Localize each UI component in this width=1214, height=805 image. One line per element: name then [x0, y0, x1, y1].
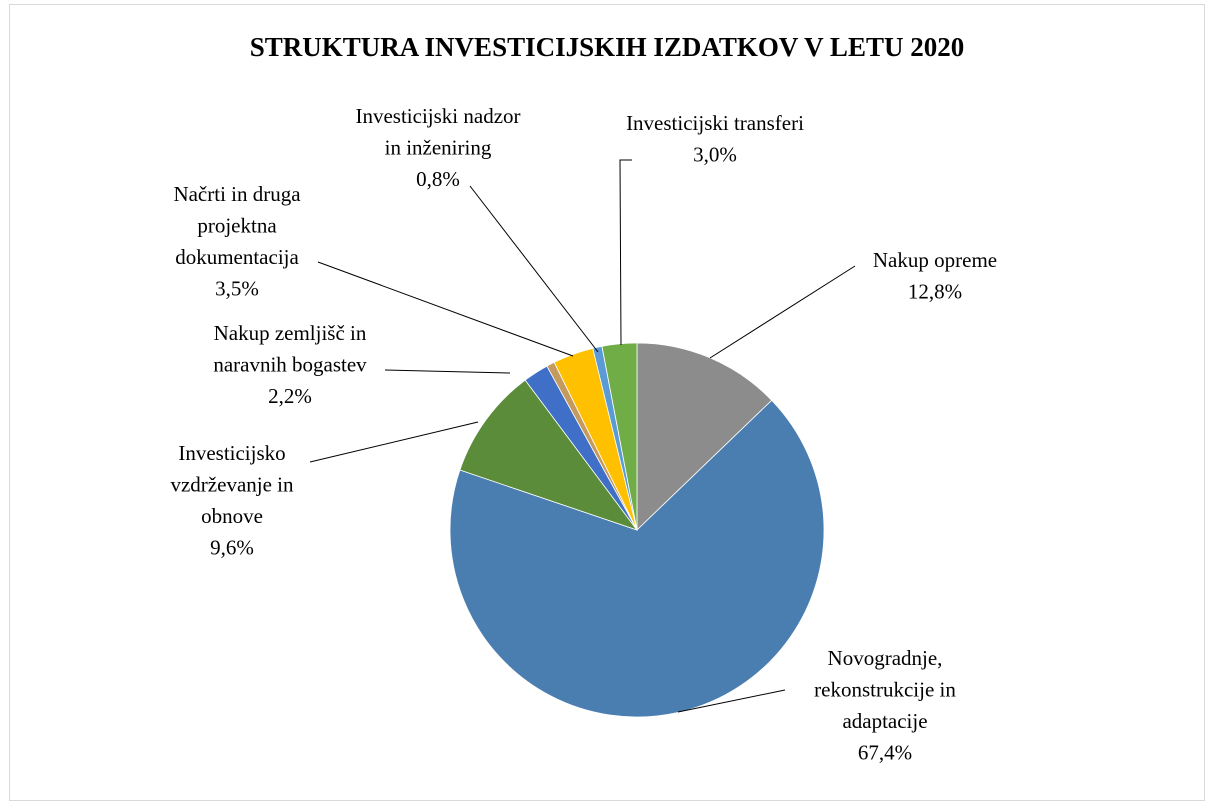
slice-label: Investicijski transferi [626, 111, 804, 135]
slice-label-line: naravnih bogastev [213, 352, 367, 376]
value-label: 67,4% [858, 740, 912, 764]
leader-line [469, 185, 599, 353]
slice-label: Načrti in druga projektna dokumentacija [173, 182, 301, 269]
slice-label-line: vzdrževanje in [170, 472, 294, 496]
slice-label-line: obnove [201, 504, 263, 528]
slice-label-line: in inženiring [385, 135, 492, 159]
leader-line [709, 265, 856, 359]
leader-line [317, 261, 574, 357]
leader-line [677, 689, 786, 713]
slice-label-line: Investicijski transferi [626, 111, 804, 135]
pie-slice [449, 399, 825, 718]
slice-label-line: Načrti in druga [173, 182, 301, 206]
value-label: 3,0% [693, 142, 737, 166]
pie-slice [601, 342, 638, 531]
slice-label-line: projektna [197, 213, 277, 237]
slice-label: Investicijsko vzdrževanje in obnove [170, 441, 294, 528]
slice-label-line: Novogradnje, [828, 646, 943, 670]
slice-label: Nakup opreme [873, 248, 997, 272]
slice-label: Nakup zemljišč in naravnih bogastev [213, 321, 367, 377]
slice-label-line: Investicijski nadzor [355, 104, 520, 128]
value-label: 3,5% [215, 276, 259, 300]
slice-label-line: adaptacije [842, 709, 927, 733]
leader-line [384, 369, 511, 374]
slice-label-line: rekonstrukcije in [814, 677, 956, 701]
value-label: 2,2% [268, 384, 312, 408]
value-label: 9,6% [210, 535, 254, 559]
slice-label-line: dokumentacija [175, 245, 299, 269]
leader-line [619, 159, 632, 346]
value-label: 12,8% [908, 279, 962, 303]
slice-label-line: Nakup zemljišč in [214, 321, 367, 345]
chart-title: STRUKTURA INVESTICIJSKIH IZDATKOV V LETU… [250, 32, 964, 62]
value-label: 0,8% [416, 167, 460, 191]
slice-label-line: Investicijsko [178, 441, 285, 465]
pie-slice [459, 379, 639, 531]
leader-line [309, 421, 479, 463]
slice-label: Novogradnje, rekonstrukcije in adaptacije [814, 646, 956, 733]
slice-label-line: Nakup opreme [873, 248, 997, 272]
slice-label: Investicijski nadzor in inženiring [355, 104, 520, 160]
